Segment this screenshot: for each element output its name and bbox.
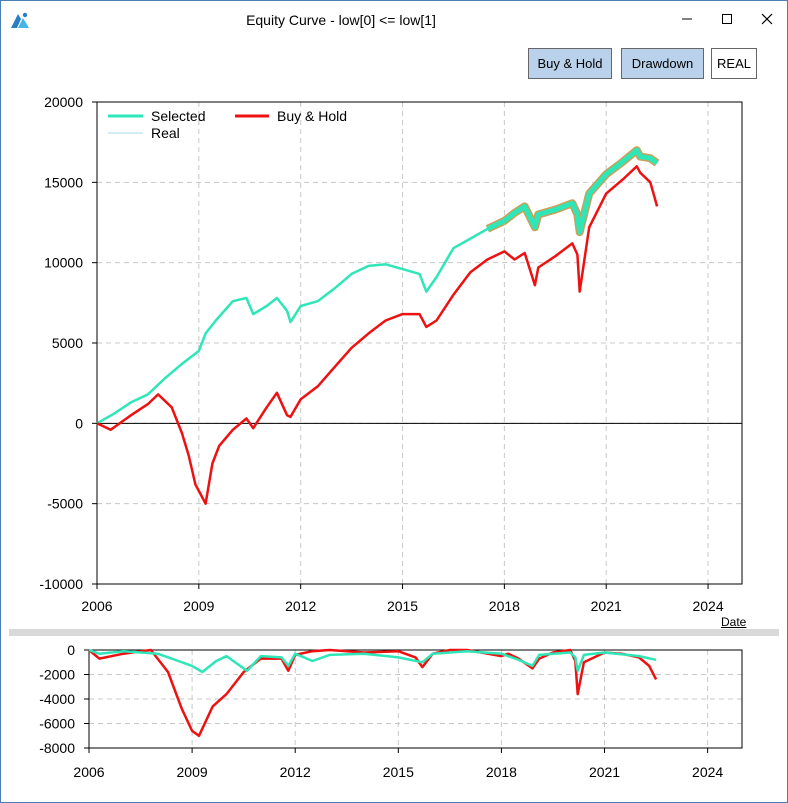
y-tick-label: 20000 bbox=[44, 94, 83, 110]
drawdown-button[interactable]: Drawdown bbox=[621, 48, 704, 79]
maximize-icon bbox=[722, 14, 732, 24]
buy-hold-button[interactable]: Buy & Hold bbox=[528, 48, 612, 79]
window-title: Equity Curve - low[0] <= low[1] bbox=[246, 12, 436, 28]
close-icon bbox=[761, 13, 773, 25]
y-tick-label: -4000 bbox=[39, 691, 75, 707]
legend-label-real: Real bbox=[151, 125, 180, 141]
x-tick-label: 2021 bbox=[591, 598, 622, 614]
maximize-button[interactable] bbox=[707, 5, 747, 33]
title-bar[interactable]: Equity Curve - low[0] <= low[1] bbox=[1, 1, 787, 39]
y-tick-label: -2000 bbox=[39, 667, 75, 683]
y-tick-label: 5000 bbox=[52, 335, 83, 351]
y-tick-label: -8000 bbox=[39, 740, 75, 756]
main-plot-frame bbox=[96, 101, 743, 585]
real-button[interactable]: REAL bbox=[711, 48, 757, 79]
x-tick-label: 2006 bbox=[81, 598, 112, 614]
x-tick-label: 2012 bbox=[280, 764, 311, 780]
close-button[interactable] bbox=[747, 5, 787, 33]
y-tick-label: 0 bbox=[75, 415, 83, 431]
x-tick-label: 2015 bbox=[383, 764, 414, 780]
series-buy-hold-line bbox=[96, 165, 659, 505]
y-tick-label: 10000 bbox=[44, 255, 83, 271]
series-buy-hold-line bbox=[88, 648, 658, 738]
y-tick-label: -5000 bbox=[47, 496, 83, 512]
minimize-button[interactable] bbox=[667, 5, 707, 33]
series-selected-line bbox=[88, 648, 657, 674]
series-real-line bbox=[486, 147, 659, 235]
x-axis-title: Date bbox=[721, 615, 747, 629]
x-tick-label: 2015 bbox=[387, 598, 418, 614]
minimize-icon bbox=[682, 18, 692, 20]
x-tick-label: 2006 bbox=[73, 764, 104, 780]
chart-legend: Selected Real Buy & Hold bbox=[108, 108, 347, 141]
x-tick-label: 2018 bbox=[486, 764, 517, 780]
y-tick-label: -10000 bbox=[39, 576, 83, 592]
x-tick-label: 2021 bbox=[589, 764, 620, 780]
x-tick-label: 2018 bbox=[489, 598, 520, 614]
y-tick-label: -6000 bbox=[39, 716, 75, 732]
y-tick-label: 0 bbox=[67, 642, 75, 658]
app-logo-icon bbox=[11, 12, 29, 28]
x-tick-label: 2009 bbox=[183, 598, 214, 614]
series-real-outline bbox=[485, 146, 660, 237]
x-tick-label: 2024 bbox=[692, 598, 723, 614]
y-tick-label: 15000 bbox=[44, 174, 83, 190]
legend-label-selected: Selected bbox=[151, 108, 205, 124]
pane-splitter[interactable] bbox=[9, 629, 779, 636]
x-tick-label: 2012 bbox=[285, 598, 316, 614]
series-selected-line bbox=[96, 227, 489, 425]
legend-label-buy-hold: Buy & Hold bbox=[277, 108, 347, 124]
x-tick-label: 2009 bbox=[177, 764, 208, 780]
x-tick-label: 2024 bbox=[692, 764, 723, 780]
